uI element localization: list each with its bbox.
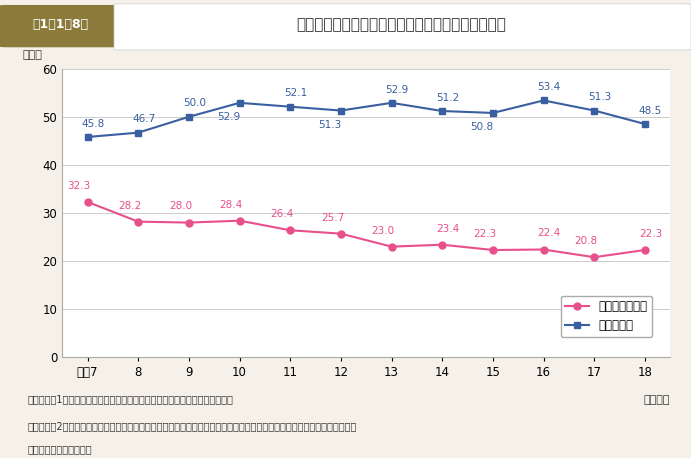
Text: 2．女性合格者，男性合格者のほか，申込書に性別記入欄を設けていない試験があることから性別不明の合格者が: 2．女性合格者，男性合格者のほか，申込書に性別記入欄を設けていない試験があること… xyxy=(28,421,357,431)
Text: 50.0: 50.0 xyxy=(183,98,206,109)
Text: 48.5: 48.5 xyxy=(639,106,662,116)
Text: 22.4: 22.4 xyxy=(538,229,561,239)
Text: 53.4: 53.4 xyxy=(538,82,561,92)
Text: 45.8: 45.8 xyxy=(82,119,105,129)
Text: 地方公務員採用試験合格者に占める女性割合の推移: 地方公務員採用試験合格者に占める女性割合の推移 xyxy=(296,17,506,32)
Text: 20.8: 20.8 xyxy=(574,236,598,246)
Text: 51.3: 51.3 xyxy=(318,120,341,130)
Text: 28.0: 28.0 xyxy=(169,202,192,212)
Text: 52.9: 52.9 xyxy=(386,85,409,94)
Text: 25.7: 25.7 xyxy=(321,213,344,223)
Text: 50.8: 50.8 xyxy=(471,122,493,132)
Text: 51.2: 51.2 xyxy=(436,93,460,103)
Text: 32.3: 32.3 xyxy=(68,181,91,191)
Text: 26.4: 26.4 xyxy=(270,209,294,219)
Text: 28.4: 28.4 xyxy=(220,200,243,210)
Text: （年度）: （年度） xyxy=(644,395,670,405)
Text: 第1－1－8図: 第1－1－8図 xyxy=(32,18,89,31)
Text: 存在する。: 存在する。 xyxy=(28,444,93,454)
Text: 23.4: 23.4 xyxy=(436,224,460,234)
Text: 52.1: 52.1 xyxy=(284,88,307,98)
Text: 51.3: 51.3 xyxy=(588,92,612,102)
FancyBboxPatch shape xyxy=(114,4,691,50)
Text: 23.0: 23.0 xyxy=(372,225,395,235)
Legend: 都道府県合格者, 市区合格者: 都道府県合格者, 市区合格者 xyxy=(560,295,652,337)
Text: 22.3: 22.3 xyxy=(473,229,496,239)
Text: （備考）　1．総務省「地方公共団体の勤務条件等に関する調査」より作成。: （備考） 1．総務省「地方公共団体の勤務条件等に関する調査」より作成。 xyxy=(28,394,234,404)
Text: 28.2: 28.2 xyxy=(118,201,142,211)
Text: （％）: （％） xyxy=(23,50,43,60)
Text: 52.9: 52.9 xyxy=(217,112,240,122)
Text: 22.3: 22.3 xyxy=(639,229,662,239)
Text: 46.7: 46.7 xyxy=(132,114,155,124)
FancyBboxPatch shape xyxy=(0,5,121,47)
